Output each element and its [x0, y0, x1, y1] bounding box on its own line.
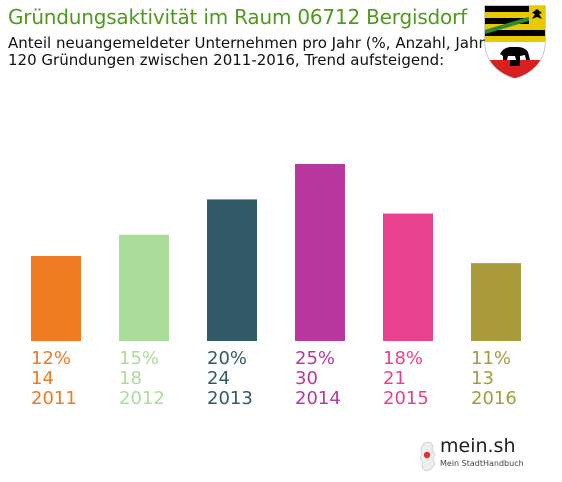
bar-2013 [207, 199, 257, 341]
percent-label-2014: 25% [295, 348, 335, 369]
year-label-2012: 2012 [119, 388, 165, 409]
percent-label-2012: 15% [119, 348, 159, 369]
brand-name: mein.sh [440, 435, 516, 457]
bar-2014 [295, 164, 345, 341]
year-label-2016: 2016 [471, 388, 517, 409]
subtitle-line-2: 120 Gründungen zwischen 2011-2016, Trend… [8, 51, 445, 69]
chart-title: Gründungsaktivität im Raum 06712 Bergisd… [8, 5, 467, 29]
count-label-2013: 24 [207, 368, 230, 389]
count-label-2016: 13 [471, 368, 494, 389]
subtitle-line-1: Anteil neuangemeldeter Unternehmen pro J… [8, 34, 491, 52]
germany-map-icon [419, 441, 436, 472]
percent-label-2011: 12% [31, 348, 71, 369]
bar-2015 [383, 213, 433, 341]
percent-label-2013: 20% [207, 348, 247, 369]
year-label-2011: 2011 [31, 388, 77, 409]
percent-label-2016: 11% [471, 348, 511, 369]
bar-2012 [119, 234, 169, 341]
count-label-2012: 18 [119, 368, 142, 389]
count-label-2015: 21 [383, 368, 406, 389]
year-label-2015: 2015 [383, 388, 429, 409]
bar-2016 [471, 263, 521, 341]
count-label-2014: 30 [295, 368, 318, 389]
saxony-anhalt-coat-of-arms-icon [484, 5, 546, 79]
brand-logo[interactable]: mein.sh Mein StadtHandbuch [418, 435, 548, 475]
percent-label-2015: 18% [383, 348, 423, 369]
year-label-2014: 2014 [295, 388, 341, 409]
bar-2011 [31, 256, 81, 341]
year-label-2013: 2013 [207, 388, 253, 409]
count-label-2011: 14 [31, 368, 54, 389]
brand-tagline: Mein StadtHandbuch [440, 459, 524, 468]
chart-subtitle: Anteil neuangemeldeter Unternehmen pro J… [8, 35, 491, 69]
